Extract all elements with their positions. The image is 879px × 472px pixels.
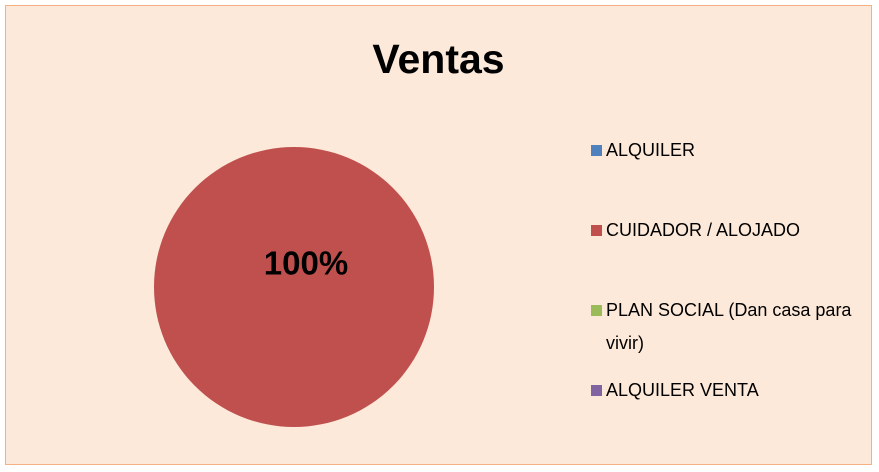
legend-item: ALQUILER: [591, 134, 876, 167]
legend-label: PLAN SOCIAL (Dan casa para vivir): [606, 300, 852, 353]
legend-label: CUIDADOR / ALOJADO: [606, 220, 801, 240]
legend-item: PLAN SOCIAL (Dan casa para vivir): [591, 294, 876, 360]
legend-item: CUIDADOR / ALOJADO: [591, 214, 876, 247]
chart: Ventas 100% ALQUILER CUIDADOR / ALOJADO PL…: [5, 5, 872, 465]
legend-label: ALQUILER VENTA: [606, 380, 759, 400]
data-label: 100%: [264, 245, 348, 282]
pie-slice: [154, 147, 434, 427]
legend-swatch: [591, 145, 602, 156]
pie-plot: 100%: [154, 147, 434, 427]
legend-swatch: [591, 385, 602, 396]
legend-swatch: [591, 305, 602, 316]
legend-swatch: [591, 225, 602, 236]
chart-title: Ventas: [372, 36, 505, 82]
legend-item: ALQUILER VENTA: [591, 374, 876, 407]
legend-label: ALQUILER: [606, 140, 696, 160]
